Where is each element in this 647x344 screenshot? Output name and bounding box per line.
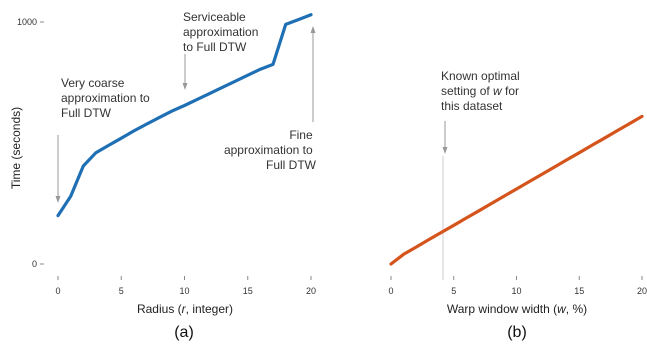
panel-a-xlabel: Radius (r, integer) [137,302,233,316]
annotation-fine-arrowhead [310,26,316,33]
panel-a-series-line [56,13,313,218]
annotation-serviceable-line-3: to Full DTW [183,40,247,54]
annotation-fine-line-3: Full DTW [266,158,317,172]
panel-a-label: (a) [174,324,194,341]
panel-b-xtick-label-10: 10 [511,286,521,296]
annotation-fine-line-2: approximation to [224,143,313,157]
panel-b-series-line [389,114,644,266]
panel-b-xtick-label-15: 15 [574,286,584,296]
panel-a-xticks: 0 5 10 15 20 [55,276,316,296]
annotation-serviceable-line-2: approximation [183,25,258,39]
annotation-known-optimal-line-2: setting of w for [441,84,519,98]
panel-a-xtick-label-5: 5 [119,286,124,296]
panel-a-xtick-label-0: 0 [55,286,60,296]
svg-text:Fine approximation to: Fine approximation to Full DTW [224,128,317,172]
annotation-serviceable: Serviceable approximation to Full DTW [182,10,262,90]
panel-b-xtick-label-5: 5 [451,286,456,296]
annotation-very-coarse-line-3: Full DTW [61,106,112,120]
annotation-very-coarse-line-1: Very coarse [61,76,125,90]
panel-b-label: (b) [507,324,527,341]
panel-a-xtick-label-15: 15 [243,286,253,296]
panel-b-xtick-label-20: 20 [637,286,647,296]
svg-text:Serviceable approximat: Serviceable approximation to Full DTW [183,10,262,54]
annotation-serviceable-arrowhead [182,83,188,90]
panel-a: Time (seconds) 0 1000 0 5 10 15 20 Very coar… [9,10,317,341]
panel-b-xtick-label-0: 0 [388,286,393,296]
panel-b-xticks: 0 5 10 15 20 [388,276,647,296]
annotation-serviceable-line-1: Serviceable [183,10,246,24]
annotation-fine: Fine approximation to Full DTW [224,26,317,172]
panel-a-yticks: 0 1000 [17,17,44,269]
panel-a-ytick-label-0: 0 [32,259,37,269]
annotation-known-optimal: Known optimal setting of w for this data… [441,69,523,154]
annotation-known-optimal-line-3: this dataset [441,99,503,113]
panel-b-xlabel: Warp window width (w, %) [447,302,587,316]
svg-text:Known optimal setting: Known optimal setting of w for this data… [441,69,523,113]
panel-a-xtick-label-10: 10 [179,286,189,296]
annotation-known-optimal-line-1: Known optimal [441,69,520,83]
panel-a-xtick-label-20: 20 [306,286,316,296]
panel-a-ytick-label-1000: 1000 [17,17,37,27]
svg-text:Very coarse approximat: Very coarse approximation to Full DTW [61,76,153,120]
annotation-very-coarse-line-2: approximation to [61,91,150,105]
panel-a-ylabel: Time (seconds) [9,107,23,189]
annotation-fine-line-1: Fine [289,128,313,142]
annotation-very-coarse: Very coarse approximation to Full DTW [55,76,153,203]
annotation-known-optimal-arrowhead [442,147,448,154]
annotation-very-coarse-arrowhead [55,196,61,203]
panel-b: 0 5 10 15 20 Known optimal setting of w for … [388,69,647,341]
